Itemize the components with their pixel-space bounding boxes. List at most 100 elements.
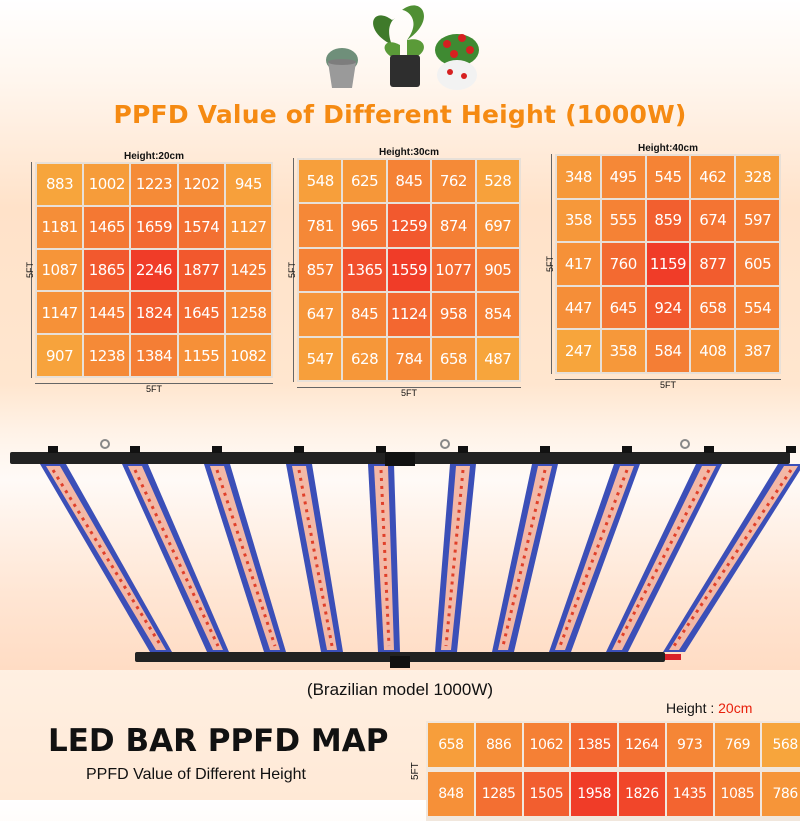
ppfd-cell: 1002 — [84, 164, 130, 205]
ppfd-cell: 554 — [736, 286, 779, 329]
ppfd-cell: 1645 — [178, 292, 224, 334]
panel-bottom-label: 5FT — [659, 380, 676, 390]
map-cell: 1264 — [619, 723, 665, 767]
map-grid: 658 886 1062 1385 1264 973 769 568 848 1285 1505 19… — [426, 721, 800, 821]
main-title: PPFD Value of Different Height (1000W) — [113, 100, 687, 129]
ppfd-cell: 387 — [736, 330, 779, 372]
ppfd-cell: 647 — [299, 293, 342, 336]
ppfd-cell: 1202 — [178, 164, 224, 205]
ppfd-cell: 877 — [691, 243, 735, 285]
panel-side-label: 5FT — [287, 261, 298, 279]
ppfd-cell: 658 — [432, 337, 475, 380]
ppfd-cell: 584 — [646, 330, 690, 372]
led-bar — [435, 464, 476, 652]
ppfd-cell: 658 — [691, 286, 735, 329]
ppfd-panel-40cm: Height:40cm 5FT 348 495 545 462 328 358 555 859… — [545, 143, 781, 390]
ppfd-panel-20cm: Height:20cm 5FT 883 1002 1223 1202 945 1181 14… — [25, 151, 273, 394]
panel-side-line — [293, 158, 294, 382]
ppfd-cell: 1087 — [37, 249, 83, 291]
ppfd-cell: 1865 — [84, 249, 130, 291]
ppfd-cell: 874 — [432, 204, 475, 247]
ppfd-cell: 1181 — [37, 206, 83, 248]
ppfd-cell: 597 — [736, 199, 779, 242]
map-title: LED BAR PPFD MAP — [48, 723, 389, 759]
ppfd-cell: 859 — [646, 199, 690, 242]
panel-bottom-label: 5FT — [145, 384, 162, 394]
ppfd-cell: 487 — [476, 337, 519, 380]
ppfd-cell: 628 — [343, 337, 386, 380]
ppfd-cell: 328 — [736, 156, 779, 198]
plants-illustration — [326, 5, 479, 90]
led-bar — [286, 464, 343, 652]
ppfd-cell: 528 — [476, 160, 519, 203]
map-cell: 786 — [762, 772, 800, 816]
ppfd-cell: 905 — [476, 248, 519, 292]
led-bar — [122, 464, 229, 652]
ppfd-cell: 845 — [343, 293, 386, 336]
led-bar — [492, 464, 558, 652]
ppfd-cell: 958 — [432, 293, 475, 336]
led-bar — [368, 464, 400, 652]
ppfd-cell: 1127 — [225, 206, 271, 248]
panel-bottom-line — [297, 387, 521, 388]
ppfd-cell: 358 — [601, 330, 645, 372]
ppfd-cell: 762 — [432, 160, 475, 203]
ppfd-cell: 417 — [557, 243, 600, 285]
ppfd-cell: 1258 — [225, 292, 271, 334]
ppfd-grid: 883 1002 1223 1202 945 1181 1465 1659 1574 1127 10… — [35, 162, 273, 378]
ppfd-cell: 1574 — [178, 206, 224, 248]
map-side-label: 5FT — [410, 762, 421, 780]
panel-side-label: 5FT — [25, 261, 36, 279]
ppfd-cell: 358 — [557, 199, 600, 242]
ppfd-cell: 907 — [37, 335, 83, 376]
led-bar — [549, 464, 640, 652]
map-cell: 1385 — [571, 723, 617, 767]
ppfd-cell: 883 — [37, 164, 83, 205]
led-bar — [40, 464, 172, 652]
ppfd-cell: 605 — [736, 243, 779, 285]
ppfd-cell: 447 — [557, 286, 600, 329]
map-cell: 1062 — [523, 723, 570, 767]
ppfd-cell: 1465 — [84, 206, 130, 248]
map-cell: 658 — [428, 723, 474, 767]
map-cell: 973 — [666, 723, 713, 767]
led-bar — [663, 464, 800, 652]
panel-height-label: Height:20cm — [123, 151, 184, 162]
ppfd-grid: 348 495 545 462 328 358 555 859 674 597 417 760 1159… — [555, 154, 781, 374]
ppfd-cell: 555 — [601, 199, 645, 242]
ppfd-cell: 2246 — [131, 249, 177, 291]
panel-side-line — [551, 154, 552, 374]
ppfd-cell: 408 — [691, 330, 735, 372]
ppfd-cell: 645 — [601, 286, 645, 329]
panel-height-label: Height:30cm — [378, 147, 439, 158]
ppfd-cell: 1559 — [387, 248, 431, 292]
map-cell: 1435 — [666, 772, 713, 816]
ppfd-cell: 545 — [646, 156, 690, 198]
ppfd-cell: 1077 — [432, 248, 475, 292]
map-cell: 848 — [428, 772, 474, 816]
ppfd-cell: 924 — [646, 286, 690, 329]
map-cell: 568 — [762, 723, 800, 767]
ppfd-cell: 1223 — [131, 164, 177, 205]
ppfd-cell: 965 — [343, 204, 386, 247]
ppfd-cell: 784 — [387, 337, 431, 380]
ppfd-grid: 548 625 845 762 528 781 965 1259 874 697 857 1365 15… — [297, 158, 521, 382]
led-bar-light-illustration — [0, 430, 800, 670]
map-height-value: 20cm — [718, 700, 753, 716]
panel-bottom-line — [35, 383, 273, 384]
ppfd-cell: 674 — [691, 199, 735, 242]
ppfd-cell: 781 — [299, 204, 342, 247]
ppfd-cell: 1445 — [84, 292, 130, 334]
panel-height-label: Height:40cm — [637, 143, 698, 154]
map-cell: 1958 — [571, 772, 617, 816]
ppfd-cell: 1659 — [131, 206, 177, 248]
ppfd-cell: 1159 — [646, 243, 690, 285]
map-cell: 1826 — [619, 772, 665, 816]
led-bar — [606, 464, 722, 652]
ppfd-cell: 857 — [299, 248, 342, 292]
ppfd-cell: 1824 — [131, 292, 177, 334]
map-subtitle: PPFD Value of Different Height — [86, 766, 306, 783]
ppfd-cell: 462 — [691, 156, 735, 198]
ppfd-cell: 1082 — [225, 335, 271, 376]
panel-side-line — [31, 162, 32, 378]
